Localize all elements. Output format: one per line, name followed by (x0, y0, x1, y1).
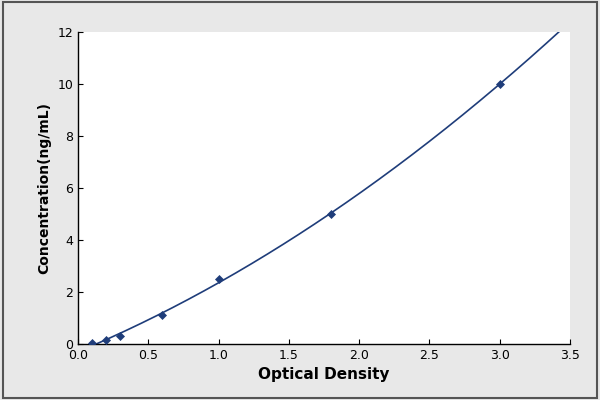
Y-axis label: Concentration(ng/mL): Concentration(ng/mL) (38, 102, 52, 274)
X-axis label: Optical Density: Optical Density (258, 368, 390, 382)
